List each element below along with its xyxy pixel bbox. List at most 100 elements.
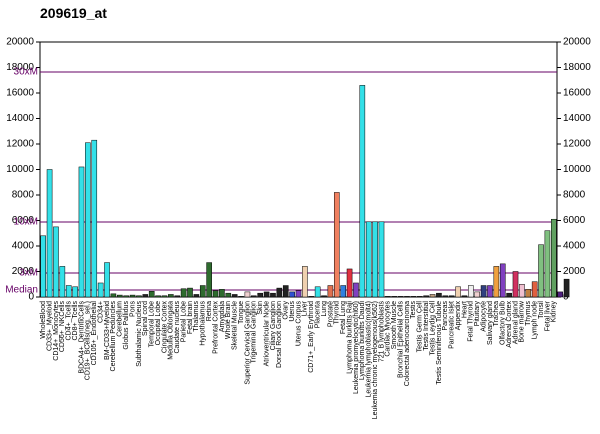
x-tick-label: Fetal Lung xyxy=(340,301,347,334)
x-tick-label: Testis Interstitial xyxy=(423,301,430,351)
bar xyxy=(480,285,487,298)
bar xyxy=(538,244,544,298)
x-tick-label: Medulla Oblongata xyxy=(168,301,175,360)
x-tick-label: CD33+_Myeloid xyxy=(46,301,53,351)
bar xyxy=(327,285,334,298)
bar xyxy=(308,296,315,298)
bar xyxy=(551,218,557,298)
y2-tick-label: 10000 xyxy=(563,164,591,175)
bar xyxy=(429,294,436,298)
reference-label: 30xM xyxy=(14,67,38,78)
bar xyxy=(423,295,429,298)
bar xyxy=(180,288,187,298)
bar xyxy=(346,268,353,298)
bar xyxy=(161,295,168,298)
x-tick-label: Pancreas xyxy=(442,301,449,331)
bar xyxy=(53,226,59,298)
x-tick-label: Fetal liver xyxy=(544,300,551,331)
reference-label: 3xM xyxy=(19,268,38,279)
x-tick-label: Pancreatic Islet xyxy=(449,301,456,349)
bar xyxy=(206,262,212,298)
bar xyxy=(442,295,449,298)
bar xyxy=(78,166,85,298)
bar xyxy=(365,221,372,298)
reference-label: Median xyxy=(5,285,38,296)
bar xyxy=(244,291,251,298)
y-tick-label: 18000 xyxy=(6,62,34,73)
bar xyxy=(416,296,423,298)
x-tick-label: Ciliary Ganglion xyxy=(270,301,277,351)
x-tick-label: Testis xyxy=(410,301,417,319)
bar xyxy=(340,285,346,298)
bar xyxy=(474,291,481,298)
x-tick-label: Pituitary xyxy=(474,301,481,327)
bar xyxy=(531,281,538,298)
bar xyxy=(129,294,136,298)
bar xyxy=(40,235,46,298)
y2-tick-label: 20000 xyxy=(563,37,591,48)
bar xyxy=(282,285,289,298)
x-tick-label: Cardiac Myocytes xyxy=(385,301,392,357)
x-tick-label: CD34+ xyxy=(97,301,104,323)
x-tick-label: Ovary xyxy=(283,301,290,320)
x-tick-label: Lymph node xyxy=(532,301,539,339)
bar xyxy=(455,286,461,298)
x-tick-label: Leukemia promyelocytic(hl60) xyxy=(353,301,360,394)
x-tick-label: Leukemia lymphoblastic(molt4) xyxy=(366,301,373,397)
x-tick-label: CD4+_Tcells xyxy=(66,301,73,341)
x-tick-label: Thymus xyxy=(525,301,532,326)
bar xyxy=(525,289,532,298)
bar xyxy=(238,296,244,298)
bar xyxy=(321,295,327,298)
x-tick-label: Occipital Lobe xyxy=(155,301,162,345)
y2-tick-label: 2000 xyxy=(563,266,586,277)
bar xyxy=(174,295,181,298)
x-tick-label: Atrioventricular Node xyxy=(263,301,270,366)
y2-tick-label: 14000 xyxy=(563,113,591,124)
bar xyxy=(410,296,417,298)
bar xyxy=(302,266,308,298)
x-tick-label: CD14+_Monocytes xyxy=(53,301,60,361)
bar xyxy=(333,192,340,298)
x-tick-label: Kidney xyxy=(551,301,558,323)
x-tick-label: Globus Pallidus xyxy=(123,301,130,350)
x-tick-label: CD105+_Endothelial xyxy=(91,301,98,366)
y2-tick-label: 18000 xyxy=(563,62,591,73)
x-tick-label: Bronchial Epithelial Cells xyxy=(397,301,404,379)
bar xyxy=(212,290,219,298)
x-tick-label: Skin xyxy=(257,301,264,315)
y-tick-label: 14000 xyxy=(6,113,34,124)
y-tick-label: 10000 xyxy=(6,164,34,175)
x-tick-label: Tonsil xyxy=(538,301,545,319)
x-tick-label: Prostate xyxy=(327,301,334,327)
bar xyxy=(65,285,72,298)
bar xyxy=(199,285,206,298)
bar xyxy=(289,291,295,298)
y-tick-label: 20000 xyxy=(6,37,34,48)
x-tick-label: Temporal Lobe xyxy=(149,301,156,347)
bar xyxy=(155,295,161,298)
bar xyxy=(359,85,366,298)
x-tick-label: Heart xyxy=(461,301,468,318)
x-tick-label: Appendix xyxy=(455,301,462,331)
bar xyxy=(225,292,232,298)
x-tick-label: Trachea xyxy=(493,301,500,327)
bar xyxy=(378,221,385,298)
bar xyxy=(136,295,142,298)
bar xyxy=(142,294,149,298)
y-tick-label: 2000 xyxy=(12,266,35,277)
bar xyxy=(193,294,200,298)
bar xyxy=(104,262,110,298)
bar xyxy=(385,296,391,298)
bar xyxy=(231,294,238,298)
bar xyxy=(353,282,359,298)
x-tick-label: Tongue xyxy=(238,301,245,324)
y2-tick-label: 8000 xyxy=(563,190,586,201)
x-tick-label: Fetal brain xyxy=(187,301,194,334)
y-tick-label: 4000 xyxy=(12,241,35,252)
x-tick-label: Dorsal Root Ganglion xyxy=(276,301,283,368)
x-tick-label: BM-CD33+Myeloid xyxy=(104,301,111,360)
bar xyxy=(116,294,123,298)
x-tick-label: Amygdala xyxy=(219,301,226,332)
x-tick-label: Adrenal Cortex xyxy=(506,301,513,348)
